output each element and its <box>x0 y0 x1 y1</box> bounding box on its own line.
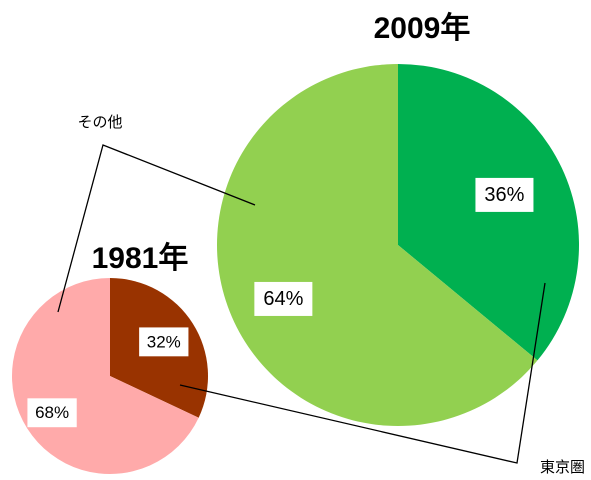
data-label: 36% <box>484 184 524 206</box>
data-label: 32% <box>147 332 181 351</box>
chart-title: 2009年 <box>374 12 471 45</box>
pie-slice <box>217 64 538 426</box>
data-label: 68% <box>35 403 69 422</box>
callout-line <box>57 144 256 313</box>
annotation: その他 <box>77 114 122 131</box>
pies: 36% 64% 2009年 32% 68% 1981年 <box>12 12 579 474</box>
chart-title: 1981年 <box>92 242 189 275</box>
data-label: 64% <box>263 288 303 310</box>
label-box <box>254 281 313 316</box>
callout-line <box>179 282 546 464</box>
pie-slice <box>398 64 579 361</box>
label-box <box>139 327 189 357</box>
annotation: 東京圏 <box>540 459 585 476</box>
label-box <box>475 177 534 212</box>
label-box <box>27 398 77 428</box>
